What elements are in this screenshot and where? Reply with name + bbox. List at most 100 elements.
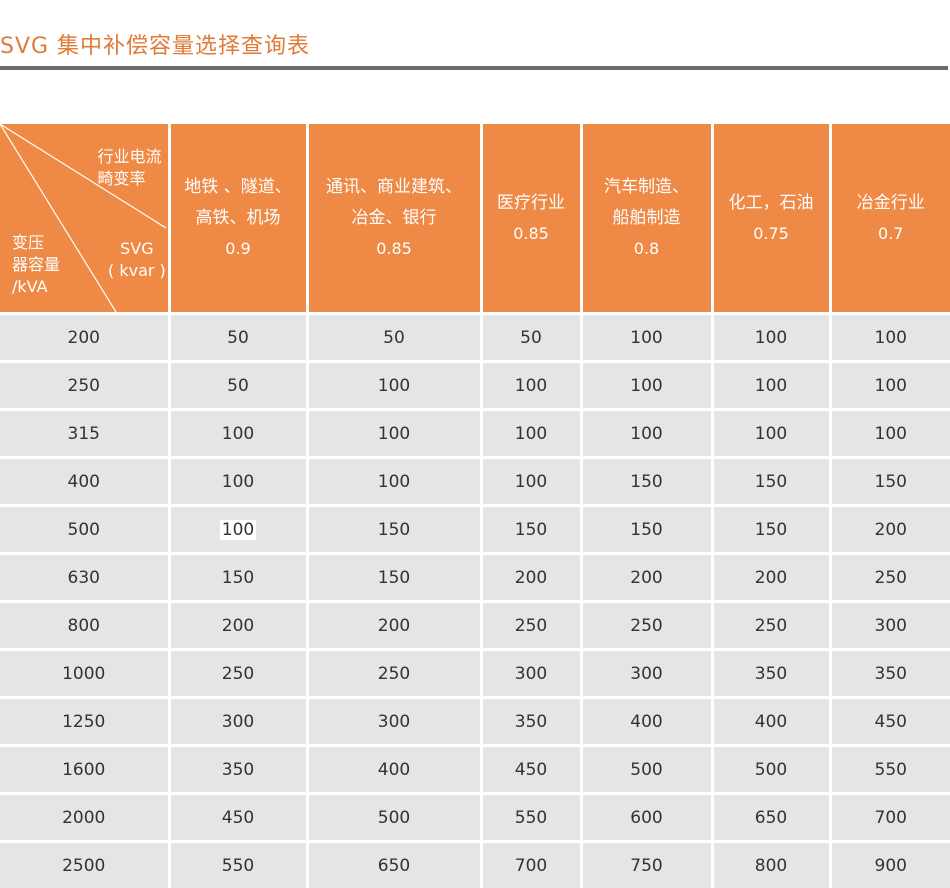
corner-mid-line-2: ( kvar ) bbox=[108, 261, 166, 280]
svg-capacity-cell: 150 bbox=[581, 457, 714, 507]
svg-capacity-cell: 150 bbox=[169, 553, 309, 603]
svg-capacity-cell: 300 bbox=[169, 697, 309, 747]
corner-bottom-line-3: /kVA bbox=[12, 277, 48, 296]
cell-value: 100 bbox=[514, 423, 548, 444]
svg-capacity-cell: 300 bbox=[581, 649, 714, 699]
table-row: 200 50 50 50 100 100 100 bbox=[0, 313, 950, 363]
corner-bottom-line-1: 变压 bbox=[12, 233, 45, 252]
cell-value: 150 bbox=[377, 519, 411, 540]
cell-value: 200 bbox=[67, 327, 100, 348]
transformer-capacity-cell: 630 bbox=[0, 553, 171, 603]
svg-capacity-cell: 650 bbox=[307, 841, 483, 888]
corner-label-transformer: 变压 器容量 /kVA bbox=[12, 232, 60, 298]
table-row: 315 100 100 100 100 100 100 bbox=[0, 409, 950, 459]
column-coefficient: 0.8 bbox=[633, 239, 660, 258]
cell-value: 650 bbox=[377, 855, 411, 876]
cell-value: 700 bbox=[514, 855, 548, 876]
svg-capacity-cell: 500 bbox=[581, 745, 714, 795]
svg-capacity-cell: 100 bbox=[307, 457, 483, 507]
svg-capacity-cell: 100 bbox=[307, 361, 483, 411]
svg-capacity-cell: 900 bbox=[830, 841, 950, 888]
cell-value: 315 bbox=[67, 423, 100, 444]
corner-diagonal-lines bbox=[0, 124, 166, 312]
svg-capacity-cell: 700 bbox=[830, 793, 950, 843]
cell-value: 200 bbox=[377, 615, 411, 636]
column-header-line: 化工，石油 bbox=[728, 192, 814, 213]
cell-value: 350 bbox=[221, 759, 255, 780]
column-header-line: 汽车制造、 bbox=[604, 177, 689, 197]
cell-value: 350 bbox=[754, 663, 788, 684]
svg-capacity-cell: 350 bbox=[712, 649, 832, 699]
svg-capacity-cell: 100 bbox=[481, 409, 583, 459]
transformer-capacity-cell: 1600 bbox=[0, 745, 171, 795]
cell-value: 350 bbox=[874, 663, 907, 684]
cell-value: 100 bbox=[630, 423, 663, 444]
svg-capacity-cell: 200 bbox=[169, 601, 309, 651]
transformer-capacity-cell: 250 bbox=[0, 361, 171, 411]
table-row: 1000 250 250 300 300 350 350 bbox=[0, 649, 950, 699]
svg-capacity-cell: 250 bbox=[481, 601, 583, 651]
svg-capacity-cell: 100 bbox=[581, 313, 714, 363]
svg-capacity-cell: 200 bbox=[481, 553, 583, 603]
cell-value: 500 bbox=[630, 759, 663, 780]
svg-capacity-cell: 50 bbox=[169, 313, 309, 363]
cell-value: 200 bbox=[221, 615, 255, 636]
svg-capacity-cell: 250 bbox=[581, 601, 714, 651]
cell-value: 400 bbox=[630, 711, 663, 732]
svg-capacity-cell: 100 bbox=[712, 361, 832, 411]
transformer-capacity-cell: 1250 bbox=[0, 697, 171, 747]
column-header-line: 冶金、银行 bbox=[351, 208, 437, 228]
column-coefficient: 0.85 bbox=[376, 239, 412, 258]
cell-value: 50 bbox=[520, 327, 542, 348]
svg-capacity-cell: 150 bbox=[307, 505, 483, 555]
table-row: 630 150 150 200 200 200 250 bbox=[0, 553, 950, 603]
svg-capacity-cell: 100 bbox=[581, 409, 714, 459]
cell-value: 250 bbox=[874, 567, 907, 588]
cell-value: 550 bbox=[874, 759, 907, 780]
column-header: 冶金行业 0.7 bbox=[830, 124, 950, 315]
cell-value: 200 bbox=[754, 567, 788, 588]
column-header: 通讯、商业建筑、 冶金、银行 0.85 bbox=[307, 124, 483, 315]
cell-value: 400 bbox=[377, 759, 411, 780]
cell-value: 100 bbox=[874, 423, 907, 444]
svg-capacity-cell: 450 bbox=[169, 793, 309, 843]
corner-bottom-line-2: 器容量 bbox=[12, 255, 61, 274]
column-header-line: 冶金行业 bbox=[856, 192, 925, 213]
cell-value: 400 bbox=[754, 711, 788, 732]
cell-value: 150 bbox=[754, 519, 788, 540]
svg-capacity-cell: 250 bbox=[169, 649, 309, 699]
table-row: 2500 550 650 700 750 800 900 bbox=[0, 841, 950, 888]
cell-value: 450 bbox=[514, 759, 548, 780]
svg-capacity-cell: 450 bbox=[481, 745, 583, 795]
svg-capacity-cell: 100 bbox=[581, 361, 714, 411]
column-header: 化工，石油 0.75 bbox=[712, 124, 832, 315]
cell-value: 2500 bbox=[62, 855, 106, 876]
cell-value: 100 bbox=[219, 519, 257, 540]
cell-value: 1000 bbox=[62, 663, 106, 684]
cell-value: 700 bbox=[874, 807, 907, 828]
table-row: 400 100 100 100 150 150 150 bbox=[0, 457, 950, 507]
cell-value: 150 bbox=[874, 471, 907, 492]
svg-capacity-cell: 150 bbox=[830, 457, 950, 507]
svg-capacity-cell: 50 bbox=[169, 361, 309, 411]
cell-value: 100 bbox=[514, 375, 548, 396]
cell-value: 150 bbox=[221, 567, 255, 588]
cell-value: 100 bbox=[377, 471, 411, 492]
svg-capacity-cell: 550 bbox=[481, 793, 583, 843]
svg-capacity-cell: 500 bbox=[307, 793, 483, 843]
svg-capacity-cell: 100 bbox=[481, 361, 583, 411]
transformer-capacity-cell: 400 bbox=[0, 457, 171, 507]
svg-capacity-cell: 300 bbox=[481, 649, 583, 699]
cell-value: 200 bbox=[630, 567, 663, 588]
cell-value: 1600 bbox=[62, 759, 106, 780]
table-row: 250 50 100 100 100 100 100 bbox=[0, 361, 950, 411]
cell-value: 300 bbox=[630, 663, 663, 684]
svg-capacity-cell: 200 bbox=[712, 553, 832, 603]
svg-capacity-cell: 350 bbox=[481, 697, 583, 747]
svg-capacity-cell: 400 bbox=[307, 745, 483, 795]
column-header-line: 医疗行业 bbox=[497, 192, 565, 213]
column-header: 地铁 、隧道、 高铁、机场 0.9 bbox=[169, 124, 309, 315]
cell-value: 600 bbox=[630, 807, 663, 828]
svg-capacity-cell: 150 bbox=[712, 457, 832, 507]
svg-capacity-cell: 100 bbox=[830, 409, 950, 459]
